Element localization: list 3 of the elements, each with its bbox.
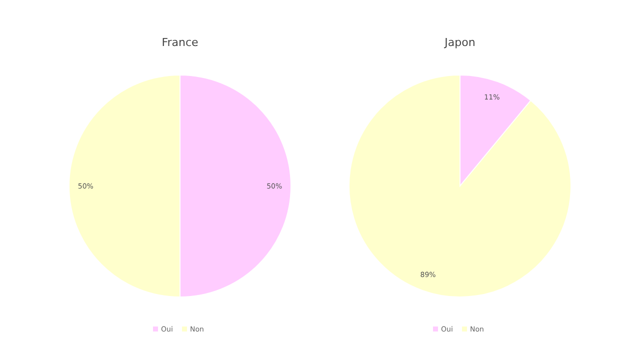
pie-slice: [348, 74, 572, 298]
chart-title: France: [162, 36, 199, 49]
chart-title: Japon: [444, 36, 476, 49]
